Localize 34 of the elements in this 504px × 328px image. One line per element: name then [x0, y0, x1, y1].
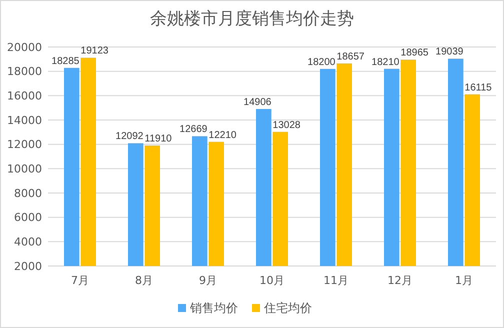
data-label: 11910 — [144, 133, 172, 144]
y-tick-label: 10000 — [7, 162, 42, 176]
x-tick-label: 12月 — [388, 274, 412, 287]
y-tick-label: 18000 — [7, 65, 42, 78]
y-tick-label: 12000 — [7, 138, 42, 152]
y-tick-label: 14000 — [7, 114, 42, 127]
x-tick-label: 10月 — [260, 274, 284, 287]
y-tick-label: 6000 — [14, 211, 42, 224]
data-label: 18210 — [372, 56, 400, 68]
y-tick-label: 2000 — [14, 260, 42, 273]
data-label: 12210 — [208, 130, 237, 141]
y-tick-label: 20000 — [7, 40, 42, 54]
x-tick-label: 7月 — [71, 274, 89, 287]
chart-title: 余姚楼市月度销售均价走势 — [150, 9, 354, 29]
legend-label: 销售均价 — [189, 301, 238, 316]
data-label: 18200 — [308, 56, 336, 68]
y-tick-label: 4000 — [14, 236, 42, 249]
legend-label: 住宅均价 — [263, 301, 312, 316]
data-label: 13028 — [272, 120, 301, 131]
data-label: 14906 — [244, 96, 272, 108]
y-tick-label: 16000 — [7, 90, 42, 103]
data-label: 19123 — [80, 46, 109, 57]
x-tick-label: 1月 — [455, 274, 473, 287]
data-label: 16115 — [464, 82, 492, 94]
x-tick-label: 8月 — [135, 274, 153, 287]
data-label: 12092 — [116, 131, 144, 142]
x-tick-label: 9月 — [199, 274, 217, 287]
x-tick-label: 11月 — [324, 274, 348, 287]
data-label: 18285 — [52, 56, 80, 67]
data-label: 18657 — [336, 51, 365, 62]
data-label: 12669 — [180, 124, 208, 136]
y-tick-label: 8000 — [14, 186, 42, 200]
data-label: 19039 — [436, 46, 464, 58]
data-label: 18965 — [400, 48, 429, 59]
